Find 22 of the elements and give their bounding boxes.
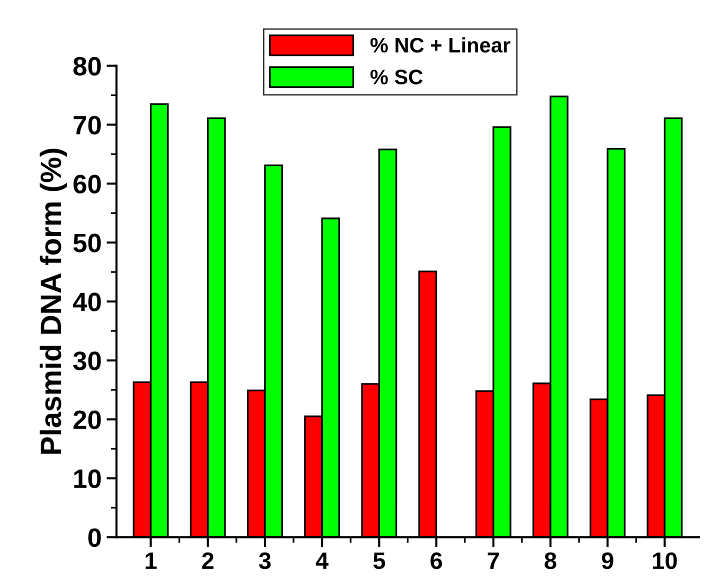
x-tick-label: 3 — [258, 552, 271, 570]
legend-label: % NC + Linear — [370, 37, 510, 53]
x-tick-label: 1 — [146, 552, 157, 569]
y-tick-label: 50 — [73, 234, 101, 252]
y-tick-label: 10 — [74, 469, 101, 488]
x-tick-label: 4 — [316, 552, 328, 569]
x-tick-label: 10 — [653, 552, 677, 570]
y-tick-label: 0 — [88, 528, 101, 548]
y-axis-title: Plasmid DNA form (%) — [40, 148, 67, 454]
x-tick-label: 2 — [202, 552, 214, 569]
legend-label: % SC — [370, 70, 423, 84]
y-tick-label: 80 — [73, 56, 101, 76]
x-tick-label: 6 — [430, 552, 442, 570]
x-tick-label: 8 — [544, 552, 556, 570]
y-tick-label: 20 — [73, 410, 101, 430]
x-tick-label: 7 — [488, 552, 499, 569]
x-tick-label: 9 — [602, 552, 614, 570]
y-tick-label: 60 — [74, 174, 101, 194]
y-tick-label: 40 — [72, 292, 101, 312]
y-tick-label: 30 — [73, 352, 101, 370]
x-tick-label: 5 — [373, 552, 386, 570]
y-tick-label: 70 — [74, 116, 101, 135]
